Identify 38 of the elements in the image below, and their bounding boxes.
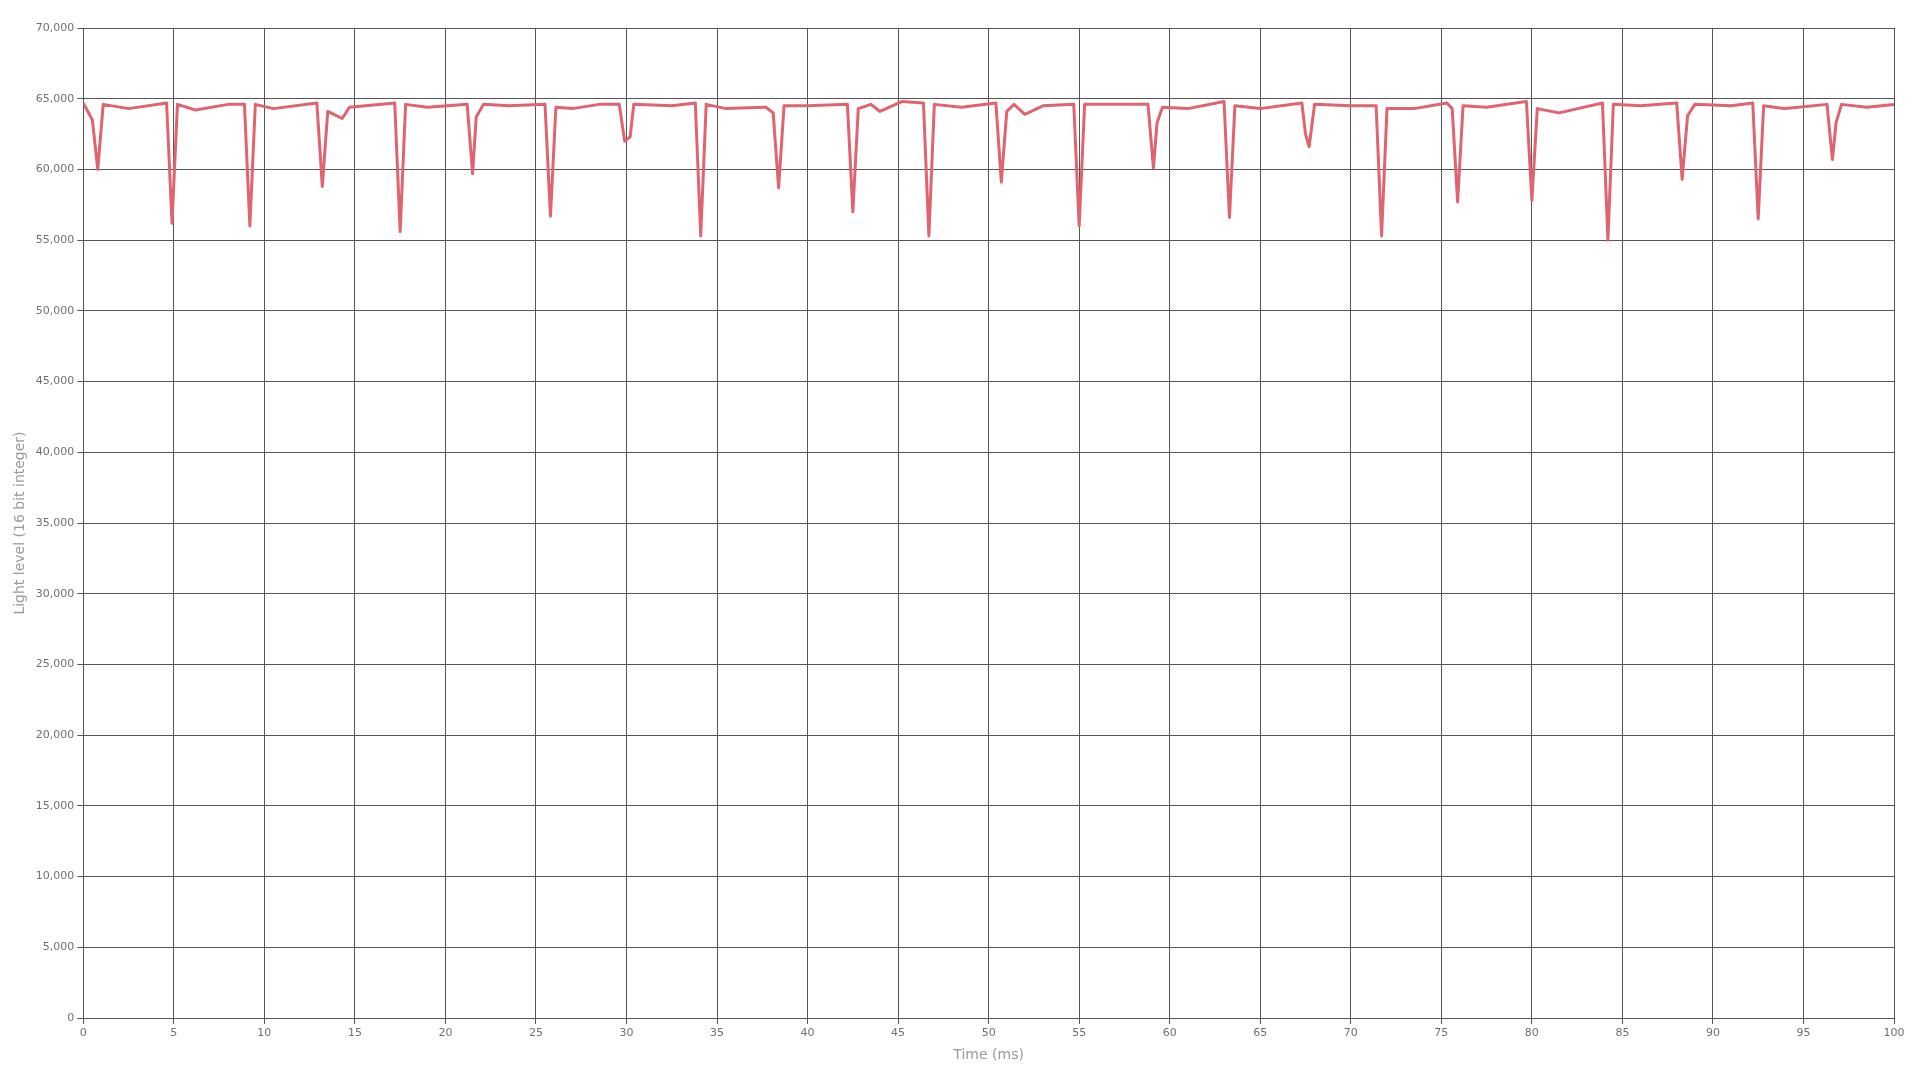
x-tick-label: 90 [1705,1026,1720,1040]
y-tick-label: 5,000 [42,940,75,954]
x-tick-label: 80 [1524,1026,1539,1040]
x-tick-label: 40 [800,1026,815,1040]
x-tick-label: 30 [619,1026,634,1040]
x-tick-label: 75 [1434,1026,1449,1040]
x-tick-label: 25 [528,1026,543,1040]
y-tick-label: 70,000 [35,20,75,34]
x-tick-label: 95 [1796,1026,1811,1040]
x-tick-label: 20 [438,1026,453,1040]
y-tick-label: 15,000 [35,798,75,812]
y-axis-title: Light level (16 bit integer) [11,431,28,615]
y-tick-label: 0 [67,1010,75,1024]
x-tick-label: 0 [79,1026,87,1040]
x-tick-label: 45 [891,1026,906,1040]
x-tick-label: 60 [1162,1026,1177,1040]
y-tick-label: 50,000 [35,303,75,317]
y-tick-label: 20,000 [35,728,75,741]
y-tick-label: 35,000 [35,515,75,529]
x-tick-label: 5 [170,1026,178,1040]
x-tick-label: 70 [1343,1026,1358,1040]
x-axis-title: Time (ms) [952,1046,1024,1063]
x-tick-label: 15 [347,1026,362,1040]
x-tick-label: 65 [1253,1026,1268,1040]
x-tick-label: 35 [710,1026,725,1040]
x-tick-label: 100 [1883,1026,1905,1040]
y-tick-label: 60,000 [35,162,75,176]
x-tick-label: 85 [1615,1026,1630,1040]
y-tick-label: 55,000 [35,233,75,246]
x-tick-label: 10 [257,1026,272,1040]
y-tick-label: 25,000 [35,657,75,671]
x-tick-label: 55 [1072,1026,1087,1040]
y-tick-label: 30,000 [35,586,75,600]
x-tick-label: 50 [981,1026,996,1040]
y-tick-label: 40,000 [35,445,75,459]
y-tick-label: 45,000 [35,374,75,388]
y-tick-label: 65,000 [35,91,75,105]
y-tick-label: 10,000 [35,869,75,883]
